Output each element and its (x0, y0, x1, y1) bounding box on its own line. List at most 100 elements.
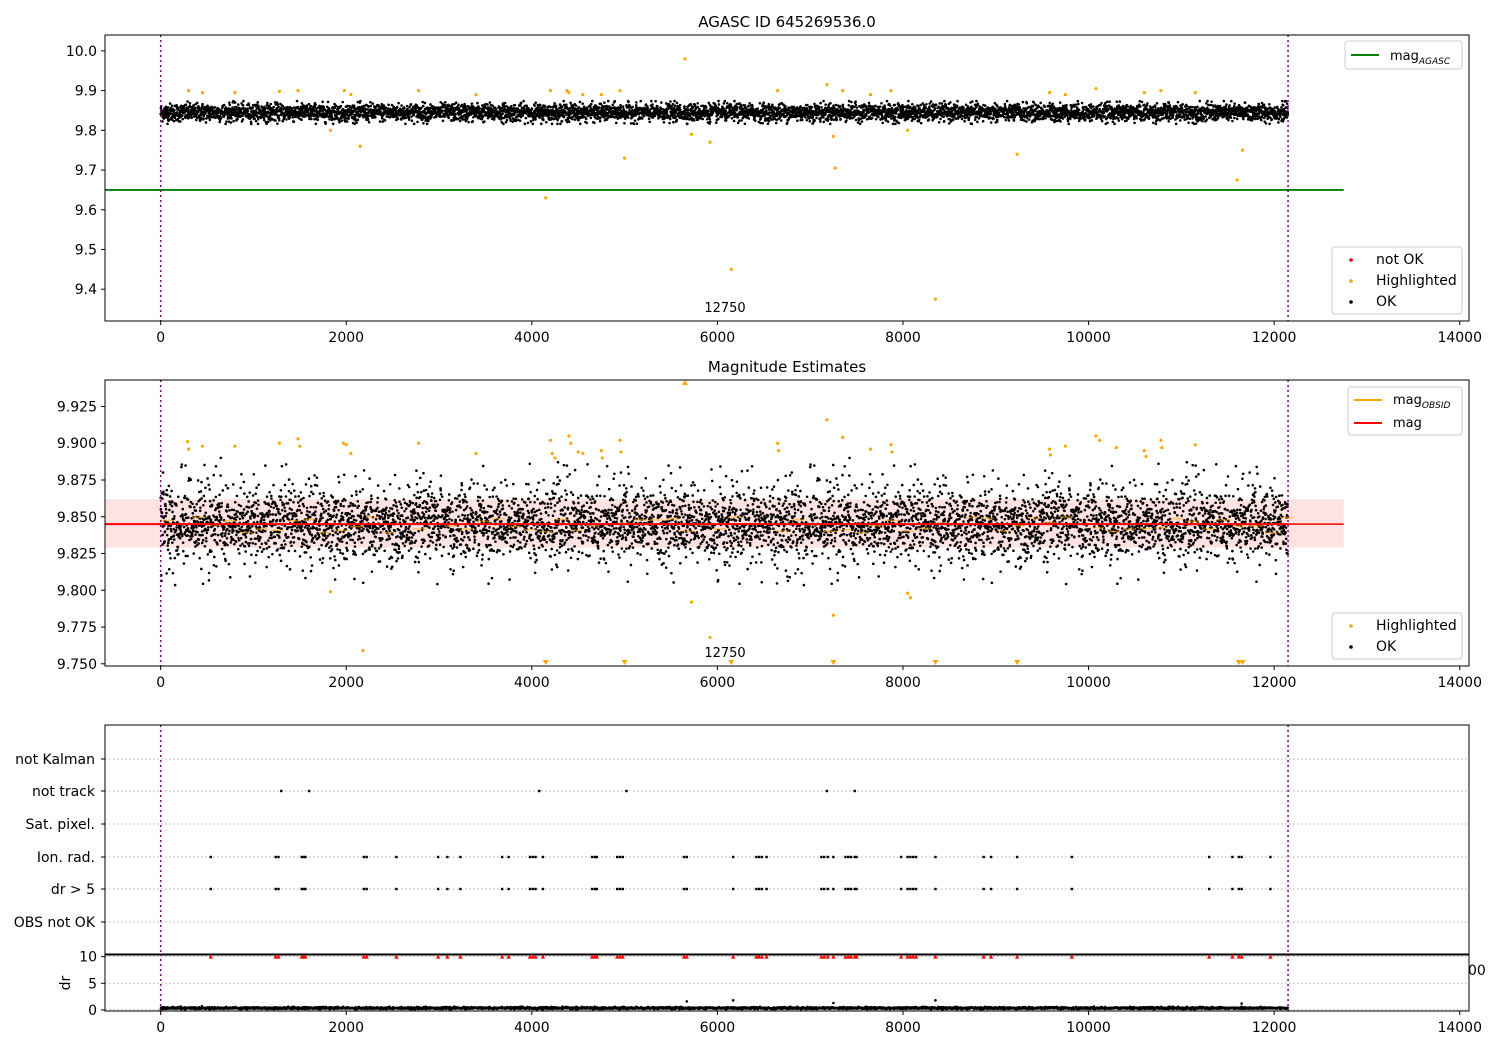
ok-point (744, 106, 748, 110)
ok-point (166, 106, 170, 109)
ok-point (399, 107, 402, 111)
ok-point (567, 120, 571, 124)
ok-point (860, 120, 864, 123)
ok-point (179, 120, 182, 123)
ok-point (623, 121, 626, 125)
ok-point (273, 100, 277, 104)
ok-point (767, 119, 771, 123)
ok-point (464, 106, 468, 109)
ok-point (691, 106, 695, 109)
ok-point (854, 118, 858, 122)
ok-point (753, 119, 757, 122)
ok-point (523, 107, 526, 110)
ok-point (796, 119, 799, 123)
ok-point (188, 101, 192, 105)
ok-point (1051, 102, 1055, 106)
ok-point (1048, 101, 1052, 105)
ok-point (439, 108, 442, 111)
ok-point (913, 117, 916, 121)
ok-point (599, 102, 603, 106)
ok-point (307, 102, 311, 106)
ok-point (309, 104, 313, 108)
ok-point (505, 104, 509, 108)
ok-point (378, 120, 382, 123)
ok-point (992, 117, 995, 120)
ok-point (1059, 120, 1062, 123)
ok-point (534, 101, 538, 104)
ok-point (499, 109, 502, 113)
ok-point (224, 122, 227, 126)
ok-point (397, 101, 400, 105)
ok-point (172, 119, 176, 123)
ok-point (608, 110, 612, 113)
ok-point (316, 118, 320, 121)
ok-point (220, 116, 223, 120)
ok-point (195, 101, 199, 105)
ok-point (778, 106, 782, 110)
ok-point (253, 117, 257, 120)
ok-point (504, 120, 508, 124)
ok-point (476, 101, 479, 105)
ok-point (1063, 115, 1067, 119)
ok-point (981, 119, 985, 123)
ok-point (550, 122, 554, 126)
ok-point (356, 100, 360, 104)
ok-point (759, 117, 763, 120)
ok-point (310, 117, 313, 121)
ok-point (937, 105, 940, 109)
ok-point (288, 105, 292, 109)
ok-point (1039, 117, 1042, 121)
ok-point (501, 112, 504, 115)
ok-point (509, 119, 512, 123)
ok-point (841, 103, 845, 107)
ok-point (642, 114, 646, 118)
ok-point (503, 105, 506, 108)
ok-point (514, 119, 518, 123)
ok-point (330, 113, 333, 117)
ok-point (813, 119, 816, 122)
ok-point (344, 120, 347, 123)
ok-point (347, 116, 350, 120)
ok-point (800, 118, 804, 122)
ok-point (502, 122, 505, 126)
ok-point (265, 122, 268, 126)
ok-point (371, 116, 374, 119)
ok-point (403, 107, 406, 110)
ok-point (934, 103, 938, 106)
ok-point (786, 121, 789, 125)
ok-point (791, 114, 794, 118)
ok-point (268, 105, 271, 108)
ok-point (505, 118, 509, 122)
ok-point (724, 109, 728, 113)
ok-point (447, 116, 450, 120)
ok-point (277, 117, 281, 120)
ok-point (441, 109, 444, 113)
ok-point (463, 102, 466, 106)
ok-point (395, 105, 399, 109)
ok-point (573, 118, 577, 121)
ok-point (743, 122, 747, 126)
ok-point (303, 104, 306, 108)
ok-point (569, 101, 572, 105)
ok-point (830, 117, 834, 121)
ok-point (817, 113, 820, 117)
ok-point (560, 105, 564, 109)
ok-point (524, 116, 528, 120)
ok-point (465, 108, 469, 112)
ok-point (262, 116, 266, 120)
ok-point (714, 121, 718, 125)
ok-point (540, 106, 544, 109)
ok-point (668, 117, 672, 121)
ok-point (1039, 101, 1042, 105)
ok-point (650, 99, 653, 103)
ok-point (192, 103, 196, 107)
ok-point (365, 114, 369, 117)
ok-point (249, 120, 253, 124)
ok-point (605, 104, 609, 108)
ok-point (268, 116, 272, 119)
ok-point (894, 122, 897, 126)
ok-point (1077, 119, 1081, 123)
ok-point (180, 114, 184, 117)
ok-point (928, 105, 931, 108)
ok-point (225, 120, 228, 123)
